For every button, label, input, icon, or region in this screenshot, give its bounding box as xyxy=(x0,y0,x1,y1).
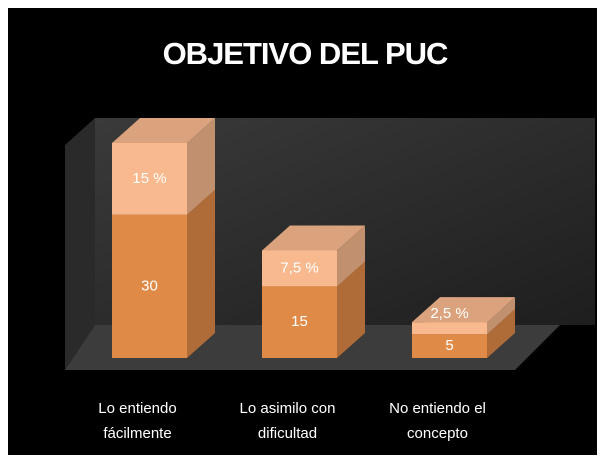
back-wall xyxy=(95,118,595,325)
x-tick-label: Lo entiendo fácilmente xyxy=(98,400,177,442)
data-label: 15 xyxy=(291,313,308,330)
bar-front xyxy=(112,214,187,358)
x-tick-label: No entiendo el concepto xyxy=(389,400,486,442)
bar-segment xyxy=(412,297,515,335)
bar-top xyxy=(262,225,365,251)
bar-front xyxy=(262,250,337,287)
bar-segment xyxy=(262,225,365,287)
data-label: 5 xyxy=(445,337,453,354)
data-label: 30 xyxy=(141,277,158,294)
x-tick-label: Lo asimilo con dificultad xyxy=(239,400,336,442)
data-label: 2,5 % xyxy=(430,305,468,322)
data-label: 15 % xyxy=(132,170,166,187)
bar-side xyxy=(487,309,515,358)
bar-side xyxy=(487,297,515,335)
bar-side xyxy=(337,225,365,287)
bar-side xyxy=(187,189,215,358)
bar-front xyxy=(412,334,487,358)
data-label: 7,5 % xyxy=(280,259,318,276)
bar-front xyxy=(412,322,487,335)
bar-front xyxy=(112,143,187,215)
bar-side xyxy=(187,118,215,215)
bar-side xyxy=(337,261,365,358)
side-wall xyxy=(65,118,95,370)
bar-top xyxy=(112,118,215,143)
bar-segment xyxy=(112,118,215,215)
bar-front xyxy=(262,286,337,358)
chart-title: OBJETIVO DEL PUC xyxy=(163,36,448,71)
bar-top xyxy=(412,297,515,323)
bar-segment xyxy=(112,189,215,358)
